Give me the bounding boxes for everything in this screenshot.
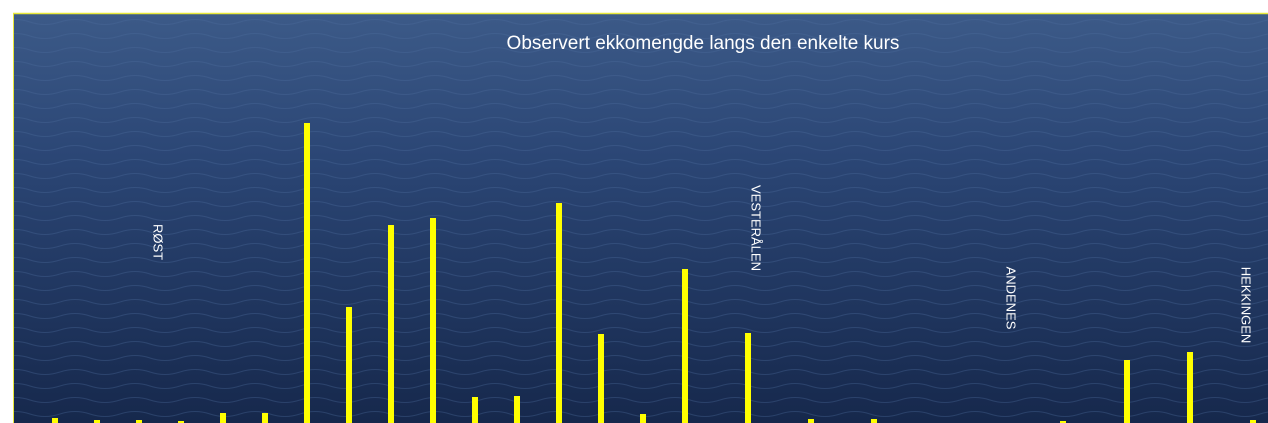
region-label: HEKKINGEN	[1239, 267, 1254, 344]
region-label: RØST	[151, 224, 166, 260]
bar	[682, 269, 688, 423]
region-label: ANDENES	[1004, 267, 1019, 330]
bar	[220, 413, 226, 423]
bar	[262, 413, 268, 423]
bar	[94, 420, 100, 423]
chart-title: Observert ekkomengde langs den enkelte k…	[507, 33, 900, 54]
region-label: VESTERÅLEN	[749, 185, 764, 271]
bar	[1187, 352, 1193, 423]
bar	[472, 397, 478, 423]
bar	[640, 414, 646, 423]
bar	[1124, 360, 1130, 423]
bar	[1060, 421, 1066, 423]
bar	[598, 334, 604, 423]
bar	[808, 419, 814, 423]
bar	[136, 420, 142, 423]
bar	[871, 419, 877, 423]
bar	[178, 421, 184, 423]
bar	[388, 225, 394, 423]
bar	[52, 418, 58, 423]
bar	[1250, 420, 1256, 423]
bar	[556, 203, 562, 423]
bar	[304, 123, 310, 423]
bar	[514, 396, 520, 423]
bar	[745, 333, 751, 423]
bar	[346, 307, 352, 423]
bar	[430, 218, 436, 423]
background-texture	[13, 13, 1268, 423]
